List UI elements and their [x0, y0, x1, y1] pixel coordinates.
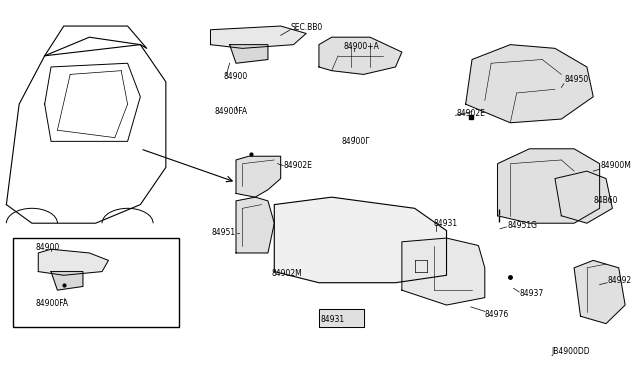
Polygon shape — [230, 45, 268, 63]
Text: 84902E: 84902E — [284, 161, 313, 170]
Polygon shape — [236, 197, 275, 253]
Text: 84931: 84931 — [434, 219, 458, 228]
Polygon shape — [236, 156, 281, 197]
Polygon shape — [275, 197, 447, 283]
Polygon shape — [211, 26, 306, 48]
Polygon shape — [497, 149, 600, 223]
Text: SEC.BB0: SEC.BB0 — [291, 23, 323, 32]
Polygon shape — [555, 171, 612, 223]
Text: 84951G: 84951G — [507, 221, 537, 230]
Text: 84902E: 84902E — [456, 109, 485, 118]
FancyBboxPatch shape — [13, 238, 179, 327]
Text: 84900M: 84900M — [601, 161, 632, 170]
Text: 84900: 84900 — [223, 72, 248, 81]
Polygon shape — [38, 249, 108, 275]
Text: 84900FA: 84900FA — [215, 107, 248, 116]
Text: 84992: 84992 — [608, 276, 632, 285]
Text: 84902M: 84902M — [271, 269, 302, 278]
Text: 84900FA: 84900FA — [35, 299, 68, 308]
Text: 84951: 84951 — [212, 228, 236, 237]
Text: 84976: 84976 — [484, 310, 509, 319]
Text: 84931: 84931 — [320, 315, 344, 324]
Polygon shape — [574, 260, 625, 324]
Polygon shape — [51, 272, 83, 290]
Text: 84950: 84950 — [564, 76, 589, 84]
Text: 84937: 84937 — [520, 289, 544, 298]
Polygon shape — [319, 309, 364, 327]
Text: 84900Γ: 84900Γ — [341, 137, 370, 146]
Text: JB4900DD: JB4900DD — [552, 347, 591, 356]
Text: 84900+A: 84900+A — [343, 42, 379, 51]
Polygon shape — [466, 45, 593, 123]
Polygon shape — [402, 238, 484, 305]
Polygon shape — [319, 37, 402, 74]
Text: 84900: 84900 — [35, 243, 60, 252]
Text: 84B60: 84B60 — [593, 196, 618, 205]
